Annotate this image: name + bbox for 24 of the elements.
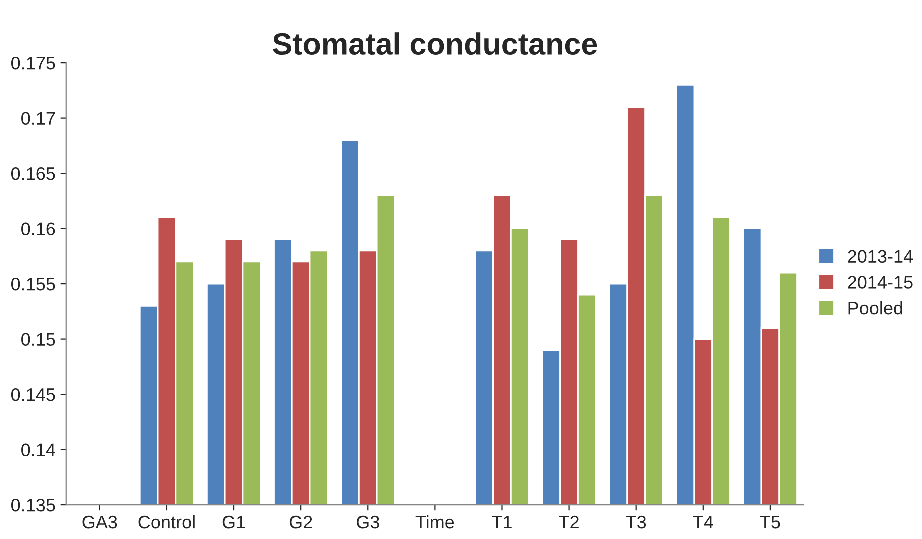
legend-label: Pooled	[848, 301, 902, 315]
x-tick-label: T5	[760, 516, 780, 529]
y-tick-label: 0.17	[22, 112, 56, 126]
x-tick-label: T4	[693, 516, 714, 529]
y-tick-label: 0.15	[22, 333, 56, 346]
x-tick-label: T2	[559, 516, 579, 529]
y-tick-label: 0.165	[11, 167, 56, 180]
y-tick-label: 0.155	[11, 278, 56, 291]
y-tick-label: 0.16	[22, 222, 56, 236]
x-tick-label: T1	[492, 516, 512, 529]
chart-title: Stomatal conductance	[273, 32, 598, 56]
legend-label: 2014-15	[848, 276, 913, 289]
legend-label: 2013-14	[848, 250, 914, 264]
x-tick-label: GA3	[82, 516, 118, 529]
y-tick-label: 0.14	[22, 444, 56, 457]
x-tick-label: G3	[356, 516, 380, 529]
x-tick-label: G2	[290, 516, 312, 529]
x-tick-label: T3	[626, 516, 646, 529]
y-tick-label: 0.135	[11, 498, 56, 512]
x-tick-label: Control	[138, 515, 195, 529]
x-tick-label: Time	[416, 515, 454, 529]
y-tick-label: 0.145	[11, 388, 56, 402]
x-tick-label: G1	[222, 516, 246, 529]
y-tick-label: 0.175	[11, 56, 56, 70]
